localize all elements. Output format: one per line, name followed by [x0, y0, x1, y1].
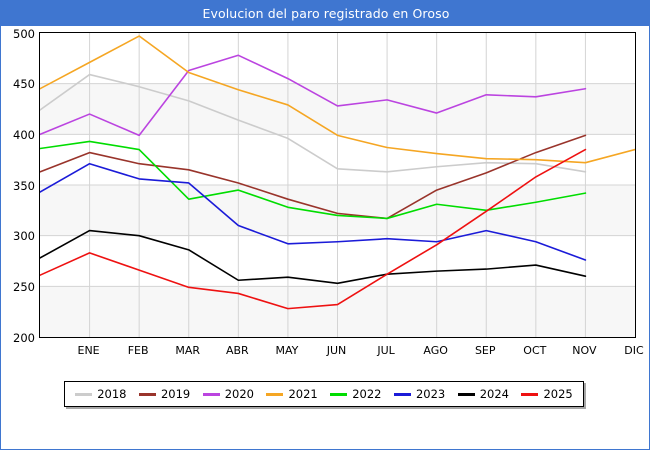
legend-item-label: 2020 — [224, 387, 255, 401]
y-axis-tick-label: 450 — [13, 77, 35, 92]
x-axis-tick-label: SEP — [474, 344, 496, 357]
window-title-bar: Evolucion del paro registrado en Oroso — [1, 1, 649, 26]
legend-swatch-icon — [266, 392, 284, 396]
chart-area: 200 250 300 350 400 450 500 ENE FEB MAR ABR MAY JUN… — [1, 26, 649, 450]
series-2019 — [40, 134, 587, 220]
x-axis-tick-label: AGO — [423, 344, 448, 357]
y-axis-tick-label: 500 — [13, 26, 35, 41]
legend-item-2019[interactable]: 2019 — [138, 387, 191, 401]
x-axis-tick-label: NOV — [572, 344, 597, 357]
legend-item-2020[interactable]: 2020 — [202, 387, 255, 401]
legend-swatch-icon — [393, 392, 411, 396]
legend-item-2024[interactable]: 2024 — [457, 387, 510, 401]
series-2025 — [40, 148, 587, 310]
legend-item-label: 2024 — [479, 387, 510, 401]
legend-item-label: 2021 — [288, 387, 318, 401]
legend-item-2018[interactable]: 2018 — [75, 387, 127, 401]
y-axis-tick-label: 300 — [13, 229, 35, 244]
legend-swatch-icon — [202, 392, 220, 396]
series-2020 — [40, 54, 587, 137]
y-axis-tick-label: 200 — [13, 330, 35, 345]
x-axis-tick-label: MAY — [275, 344, 299, 357]
x-axis-tick-label: ABR — [225, 344, 249, 357]
legend-item-2025[interactable]: 2025 — [521, 387, 573, 401]
legend-item-label: 2023 — [415, 387, 446, 401]
legend-swatch-icon — [75, 392, 93, 396]
x-axis-tick-label: JUN — [326, 344, 347, 357]
x-axis-tick-label: FEB — [127, 344, 149, 357]
legend-item-2022[interactable]: 2022 — [330, 387, 382, 401]
x-axis-tick-label: ENE — [77, 344, 100, 357]
legend-item-label: 2018 — [97, 387, 127, 401]
legend-swatch-icon — [521, 392, 539, 396]
series-2018 — [40, 73, 587, 173]
series-2022 — [40, 140, 587, 220]
legend-item-2023[interactable]: 2023 — [393, 387, 446, 401]
x-axis-tick-label: JUL — [377, 344, 395, 357]
legend-swatch-icon — [457, 392, 475, 396]
y-axis-tick-label: 400 — [13, 127, 35, 142]
page-title: Evolucion del paro registrado en Oroso — [202, 6, 450, 21]
plot-area — [39, 32, 636, 338]
series-2021 — [40, 35, 635, 164]
legend-swatch-icon — [330, 392, 348, 396]
data-series-lines — [40, 35, 635, 310]
legend-item-2021[interactable]: 2021 — [266, 387, 318, 401]
chart-legend: 2018 2019 2020 2021 2022 2023 2024 2025 — [64, 381, 584, 407]
x-axis-tick-label: DIC — [624, 344, 644, 357]
legend-item-label: 2019 — [160, 387, 191, 401]
x-axis-tick-label: OCT — [523, 344, 547, 357]
series-2023 — [40, 162, 587, 261]
legend-swatch-icon — [138, 392, 156, 396]
x-axis-tick-label: MAR — [175, 344, 201, 357]
legend-item-label: 2022 — [352, 387, 382, 401]
series-2024 — [40, 229, 587, 285]
footer-url: http://www.foro-ciudad.com — [493, 448, 639, 449]
y-axis-tick-label: 250 — [13, 279, 35, 294]
legend-item-label: 2025 — [543, 387, 573, 401]
y-axis-tick-label: 350 — [13, 178, 35, 193]
